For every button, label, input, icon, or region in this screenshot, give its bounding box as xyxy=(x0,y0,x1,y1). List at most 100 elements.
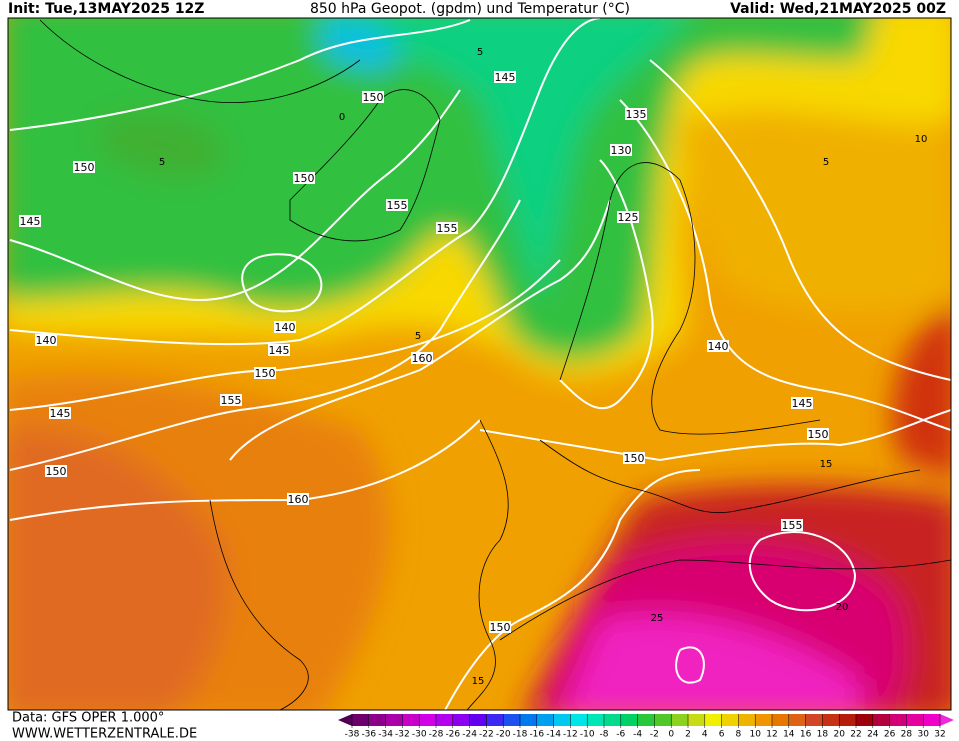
colorbar-swatch xyxy=(906,714,924,726)
contour-label: 125 xyxy=(618,211,639,224)
colorbar-swatch xyxy=(839,714,857,726)
colorbar-tick-label: 12 xyxy=(766,730,777,740)
colorbar-swatch xyxy=(721,714,739,726)
colorbar-tick-label: -2 xyxy=(650,730,659,740)
colorbar-tick-label: -38 xyxy=(345,730,360,740)
contour-label-box xyxy=(781,519,803,531)
contour-label-box xyxy=(623,452,645,464)
contour-label: 145 xyxy=(269,344,290,357)
colorbar-swatch xyxy=(738,714,756,726)
contour-label-box xyxy=(19,215,41,227)
isotherm-label: 15 xyxy=(472,676,485,687)
colorbar-tick-label: 26 xyxy=(884,730,896,740)
contour-label-box xyxy=(436,222,458,234)
colorbar-swatch xyxy=(637,714,655,726)
colorbar-arrow xyxy=(338,714,352,726)
contour-label-box xyxy=(617,211,639,223)
colorbar-arrow xyxy=(940,714,954,726)
contour-label: 150 xyxy=(74,161,95,174)
colorbar-swatch xyxy=(755,714,773,726)
colorbar-swatch xyxy=(419,714,437,726)
colorbar-tick-label: 6 xyxy=(719,730,725,740)
contour-label-box xyxy=(287,493,309,505)
colorbar-swatch xyxy=(688,714,706,726)
colorbar-tick-label: -10 xyxy=(580,730,595,740)
contour-label-box xyxy=(73,161,95,173)
colorbar-tick-label: -6 xyxy=(616,730,625,740)
colorbar-swatch xyxy=(822,714,840,726)
geopotential-contours xyxy=(9,18,951,710)
map-frame xyxy=(7,17,952,711)
colorbar-swatch xyxy=(536,714,555,726)
contour-label: 140 xyxy=(708,340,729,353)
colorbar-tick-label: -22 xyxy=(479,730,494,740)
colorbar-swatch xyxy=(402,714,420,726)
contour-label-box xyxy=(293,172,315,184)
colorbar-swatch xyxy=(385,714,403,726)
colorbar-tick-label: 18 xyxy=(817,730,829,740)
colorbar-tick-label: 30 xyxy=(917,730,929,740)
contour-label: 150 xyxy=(294,172,315,185)
contour-label: 150 xyxy=(363,91,384,104)
colorbar-swatch xyxy=(805,714,823,726)
isotherm-label: 25 xyxy=(651,613,664,624)
isotherm-label: 5 xyxy=(823,157,829,168)
colorbar-tick-label: -34 xyxy=(378,730,393,740)
contour-label: 160 xyxy=(288,493,309,506)
colorbar-swatch xyxy=(620,714,639,726)
contour-label-box xyxy=(220,394,242,406)
contour-label-box xyxy=(707,340,729,352)
colorbar-swatch xyxy=(856,714,874,726)
colorbar-swatch xyxy=(772,714,790,726)
website: WWW.WETTERZENTRALE.DE xyxy=(12,727,197,741)
contour-label-box xyxy=(807,428,829,440)
colorbar-tick-label: -36 xyxy=(361,730,376,740)
contour-label: 145 xyxy=(495,71,516,84)
coastlines xyxy=(39,19,951,710)
colorbar-tick-label: -32 xyxy=(395,730,410,740)
colorbar-tick-label: -4 xyxy=(633,730,642,740)
colorbar-swatch xyxy=(436,714,454,726)
colorbar-tick-label: -24 xyxy=(462,730,477,740)
colorbar-tick-label: -8 xyxy=(600,730,609,740)
colorbar-swatch xyxy=(352,714,370,726)
isotherm-label: 20 xyxy=(836,602,849,613)
contour-label: 140 xyxy=(275,321,296,334)
init-label: Init: Tue,13MAY2025 12Z xyxy=(8,1,204,17)
colorbar-swatch xyxy=(923,714,941,726)
colorbar-swatch xyxy=(587,714,605,726)
colorbar-tick-label: 20 xyxy=(833,730,845,740)
colorbar-swatch xyxy=(520,714,538,726)
colorbar-tick-label: 14 xyxy=(783,730,795,740)
map-field: 1501451351301501501551251451551401401451… xyxy=(8,18,951,710)
isotherm-label: 0 xyxy=(339,112,345,123)
contour-label-box xyxy=(274,321,296,333)
colorbar-tick-label: 10 xyxy=(749,730,761,740)
colorbar-swatch xyxy=(671,714,689,726)
colorbar-swatch xyxy=(368,714,387,726)
contour-label: 145 xyxy=(792,397,813,410)
colorbar-tick-label: -14 xyxy=(546,730,561,740)
contour-label-box xyxy=(254,367,276,379)
isotherm-label: 5 xyxy=(415,331,421,342)
colorbar-swatch xyxy=(570,714,588,726)
colorbar-swatch xyxy=(503,714,521,726)
contour-label: 145 xyxy=(20,215,41,228)
colorbar-swatch xyxy=(654,714,672,726)
contour-label: 150 xyxy=(624,452,645,465)
colorbar-tick-label: 32 xyxy=(934,730,945,740)
colorbar-tick-label: -28 xyxy=(429,730,444,740)
contour-label: 150 xyxy=(808,428,829,441)
contour-label-box xyxy=(35,334,57,346)
isotherm-labels: 5 5 0 5 10 5 15 20 25 15 xyxy=(159,47,928,687)
contour-label-box xyxy=(49,407,71,419)
colorbar-swatch xyxy=(553,714,571,726)
map-title: 850 hPa Geopot. (gpdm) und Temperatur (°… xyxy=(310,1,630,17)
contour-label-box xyxy=(362,91,384,103)
colorbar-tick-label: 8 xyxy=(736,730,742,740)
contour-label-box xyxy=(386,199,408,211)
colorbar-tick-label: 28 xyxy=(901,730,913,740)
colorbar-tick-label: 2 xyxy=(685,730,691,740)
